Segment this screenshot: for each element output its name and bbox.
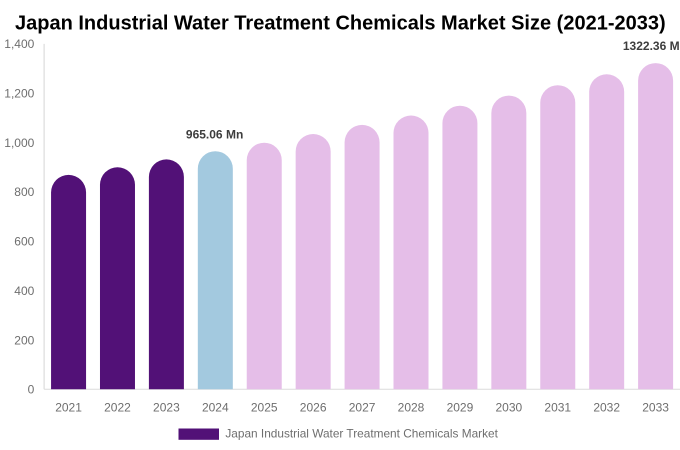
svg-text:2029: 2029	[447, 401, 474, 415]
svg-text:Japan Industrial Water Treatme: Japan Industrial Water Treatment Chemica…	[15, 12, 666, 34]
svg-text:800: 800	[14, 185, 34, 199]
svg-text:400: 400	[14, 284, 34, 298]
svg-text:2023: 2023	[153, 401, 180, 415]
svg-text:2027: 2027	[349, 401, 376, 415]
svg-text:2028: 2028	[398, 401, 425, 415]
svg-text:Japan Industrial Water Treatme: Japan Industrial Water Treatment Chemica…	[225, 427, 498, 441]
svg-text:0: 0	[28, 383, 35, 397]
svg-text:2022: 2022	[104, 401, 131, 415]
svg-text:600: 600	[14, 235, 34, 249]
svg-text:1322.36 Mn: 1322.36 Mn	[623, 39, 680, 53]
svg-text:2031: 2031	[544, 401, 571, 415]
svg-text:965.06 Mn: 965.06 Mn	[186, 128, 243, 142]
svg-text:2033: 2033	[642, 401, 669, 415]
svg-text:2021: 2021	[55, 401, 82, 415]
svg-text:200: 200	[14, 333, 34, 347]
svg-text:1,400: 1,400	[4, 37, 34, 51]
svg-text:1,200: 1,200	[4, 87, 34, 101]
svg-text:2025: 2025	[251, 401, 278, 415]
svg-text:2026: 2026	[300, 401, 327, 415]
svg-text:2030: 2030	[495, 401, 522, 415]
svg-text:2032: 2032	[593, 401, 620, 415]
svg-text:2024: 2024	[202, 401, 229, 415]
svg-text:1,000: 1,000	[4, 136, 34, 150]
